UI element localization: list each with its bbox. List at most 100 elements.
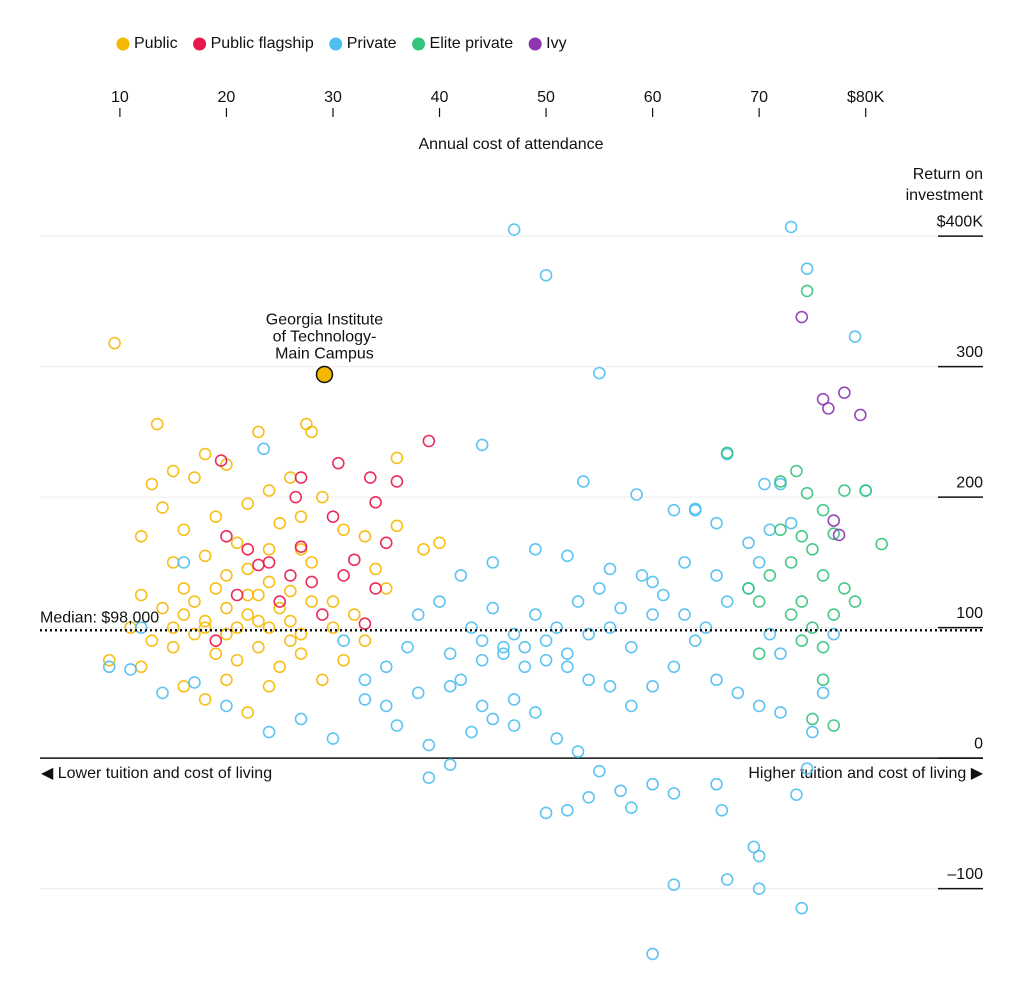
point — [667, 660, 681, 674]
legend-label: Private — [347, 35, 397, 52]
point — [832, 528, 846, 542]
point — [529, 608, 542, 621]
point — [774, 706, 787, 719]
y-tick-label: –100 — [947, 866, 983, 883]
point — [241, 562, 255, 576]
point — [731, 686, 745, 700]
point — [603, 680, 617, 693]
point — [209, 647, 223, 661]
x-tick-label: $80K — [847, 89, 885, 106]
point — [443, 680, 457, 693]
point — [561, 804, 574, 817]
point — [710, 516, 723, 530]
point — [252, 558, 265, 572]
point — [220, 627, 233, 641]
point — [720, 873, 734, 886]
point — [806, 725, 819, 739]
point — [603, 562, 617, 576]
point — [220, 673, 233, 687]
point — [220, 601, 233, 615]
point — [624, 801, 638, 815]
point — [518, 640, 532, 654]
point — [646, 608, 659, 621]
point — [294, 712, 308, 726]
point — [241, 497, 255, 510]
point — [294, 647, 308, 661]
point — [337, 523, 350, 537]
point — [124, 663, 137, 676]
point — [763, 523, 777, 537]
point — [252, 425, 265, 439]
point — [454, 569, 468, 582]
point — [401, 640, 414, 654]
point — [800, 262, 814, 276]
point — [294, 471, 308, 484]
point — [720, 446, 734, 460]
point — [816, 569, 830, 582]
point — [667, 878, 681, 892]
point — [486, 556, 500, 569]
highlight-label: Main Campus — [275, 346, 374, 363]
point — [337, 634, 350, 647]
point — [198, 621, 212, 634]
point — [848, 330, 862, 343]
point — [646, 575, 659, 589]
point — [806, 543, 819, 556]
point — [257, 442, 271, 456]
point — [198, 693, 212, 706]
point — [486, 601, 500, 615]
point — [262, 680, 276, 693]
point — [134, 588, 148, 602]
left-note: ◀ Lower tuition and cost of living — [41, 765, 272, 782]
point — [390, 451, 404, 465]
point — [262, 725, 276, 739]
point — [369, 582, 382, 595]
point — [497, 647, 510, 661]
series-2 — [102, 220, 872, 961]
point — [369, 496, 382, 509]
point — [816, 503, 830, 517]
point — [300, 417, 313, 431]
point — [715, 804, 729, 817]
legend-swatch — [412, 37, 426, 51]
point — [582, 673, 595, 687]
point — [582, 790, 595, 804]
point — [827, 527, 841, 540]
point — [875, 537, 888, 551]
point — [646, 680, 659, 693]
point — [390, 475, 404, 488]
point — [667, 503, 681, 517]
point — [614, 601, 627, 615]
point — [571, 595, 585, 608]
point — [411, 608, 425, 621]
series-1 — [209, 434, 436, 647]
point — [289, 490, 302, 504]
point — [156, 501, 169, 514]
point — [262, 575, 276, 589]
point — [561, 549, 574, 563]
point — [422, 738, 436, 752]
point — [411, 686, 425, 700]
point — [417, 543, 430, 556]
point — [795, 634, 809, 647]
point — [252, 640, 265, 654]
point — [630, 488, 643, 501]
point — [774, 647, 787, 661]
point — [102, 653, 116, 667]
point — [475, 653, 489, 667]
point — [443, 758, 457, 771]
point — [379, 536, 393, 550]
legend-label: Elite private — [430, 35, 514, 52]
point — [688, 502, 702, 516]
point — [806, 712, 819, 726]
point — [646, 777, 659, 791]
point — [827, 719, 841, 732]
point — [166, 621, 180, 634]
point — [198, 447, 212, 461]
series-3 — [720, 284, 888, 732]
point — [177, 582, 191, 595]
point — [795, 310, 809, 324]
point — [539, 653, 553, 667]
